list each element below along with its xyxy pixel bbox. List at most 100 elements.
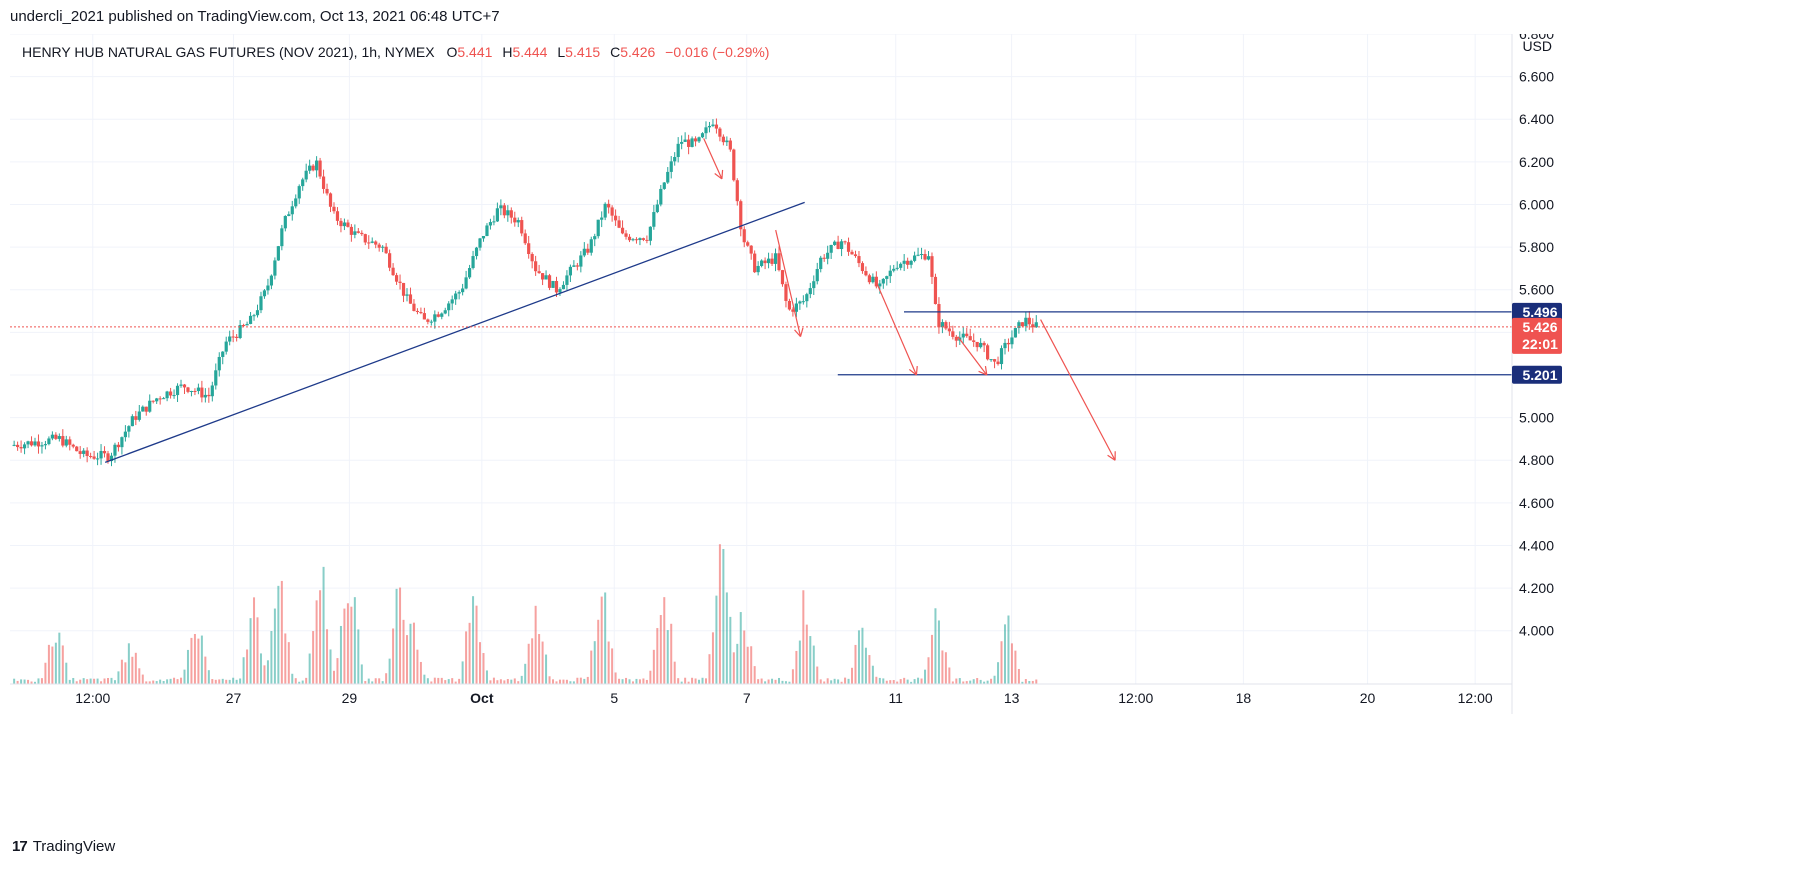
volume-bar — [308, 653, 311, 684]
volume-bar — [270, 631, 273, 684]
volume-bar — [357, 629, 360, 684]
candle-body — [899, 263, 903, 268]
candle-body — [843, 241, 847, 243]
candle-body — [944, 322, 948, 329]
volume-bar — [510, 679, 513, 684]
candle-body — [829, 244, 833, 253]
volume-bar — [642, 678, 645, 684]
candle-body — [429, 321, 433, 323]
volume-bar — [729, 616, 732, 684]
volume-bar — [44, 662, 47, 684]
volume-bar — [305, 677, 308, 684]
candle-body — [947, 328, 951, 332]
candle-body — [436, 314, 440, 317]
candle-body — [422, 313, 426, 320]
volume-bar — [451, 678, 454, 684]
y-tick-label: 4.600 — [1519, 495, 1554, 511]
candle-body — [1034, 322, 1038, 328]
candle-body — [728, 140, 732, 150]
candle-body — [568, 266, 573, 276]
volume-bar — [364, 681, 367, 684]
candle-body — [57, 436, 61, 439]
volume-bar — [538, 634, 541, 684]
volume-bar — [565, 679, 568, 684]
volume-bar — [93, 678, 96, 684]
volume-bar — [65, 662, 68, 684]
volume-bar — [771, 678, 774, 684]
publisher-line: undercli_2021 published on TradingView.c… — [10, 8, 500, 25]
candle-body — [440, 313, 444, 317]
volume-bar — [649, 670, 652, 684]
volume-bar — [277, 585, 280, 684]
price-level-tag — [1512, 365, 1562, 384]
volume-bar — [677, 678, 680, 684]
candle-body — [130, 416, 134, 427]
candle-body — [221, 351, 225, 357]
volume-bar — [687, 681, 690, 684]
candle-body — [353, 231, 357, 235]
volume-bar — [659, 615, 662, 684]
volume-bar — [666, 630, 669, 684]
candle-body — [492, 221, 496, 223]
volume-bar — [294, 678, 297, 684]
tradingview-logo[interactable]: 17 TradingView — [12, 838, 115, 855]
candle-body — [127, 426, 131, 432]
volume-bar — [468, 622, 471, 684]
x-tick-label: 18 — [1236, 690, 1252, 706]
volume-bar — [489, 680, 492, 684]
candle-body — [433, 314, 437, 322]
arrow-head — [794, 329, 801, 338]
volume-bar — [670, 623, 673, 684]
volume-bar — [298, 681, 301, 684]
candle-body — [78, 451, 82, 454]
price-chart[interactable]: 6.8006.6006.4006.2006.0005.8005.6005.400… — [10, 34, 1782, 824]
volume-bar — [79, 679, 82, 684]
volume-bar — [718, 544, 721, 684]
volume-bar — [440, 677, 443, 684]
volume-bar — [611, 648, 614, 684]
volume-bar — [778, 677, 781, 684]
candle-body — [370, 241, 374, 243]
candle-body — [283, 215, 287, 229]
x-tick-label: 5 — [610, 690, 618, 706]
volume-bar — [58, 632, 61, 684]
volume-bar — [235, 679, 238, 684]
change-value: −0.016 (−0.29%) — [665, 44, 770, 60]
volume-bar — [145, 681, 148, 684]
volume-bar — [27, 679, 30, 684]
candle-body — [419, 312, 423, 314]
volume-bar — [479, 642, 482, 684]
symbol-legend[interactable]: HENRY HUB NATURAL GAS FUTURES (NOV 2021)… — [22, 44, 775, 60]
candle-body — [770, 258, 774, 264]
arrow-head — [984, 365, 988, 376]
candle-body — [919, 254, 924, 256]
candle-body — [933, 276, 938, 305]
candle-body — [537, 271, 541, 274]
candle-body — [478, 238, 482, 248]
volume-bar — [795, 650, 798, 684]
candle-body — [648, 226, 652, 241]
volume-bar — [840, 681, 843, 684]
candle-body — [513, 217, 517, 223]
volume-bar — [802, 590, 805, 684]
candle-body — [214, 370, 218, 386]
candle-body — [721, 136, 725, 143]
candle-body — [596, 219, 600, 237]
volume-bar — [590, 650, 593, 684]
volume-bar — [412, 622, 415, 684]
candle-body — [846, 242, 851, 252]
chart-frame[interactable]: 6.8006.6006.4006.2006.0005.8005.6005.400… — [10, 34, 1782, 824]
candle-body — [523, 233, 527, 244]
candle-body — [68, 439, 72, 445]
candle-body — [655, 204, 659, 213]
candle-body — [137, 411, 141, 420]
y-tick-label: 6.800 — [1519, 34, 1554, 42]
volume-bar — [868, 655, 871, 684]
candle-body — [544, 275, 548, 280]
volume-bar — [631, 681, 634, 684]
candle-body — [301, 179, 305, 187]
volume-bar — [20, 679, 23, 684]
volume-bar — [944, 652, 947, 684]
volume-bar — [572, 681, 575, 684]
time-axis[interactable]: 12:00 27 29 Oct 5 7 11 13 12:00 18 20 12:00 — [10, 683, 1512, 706]
